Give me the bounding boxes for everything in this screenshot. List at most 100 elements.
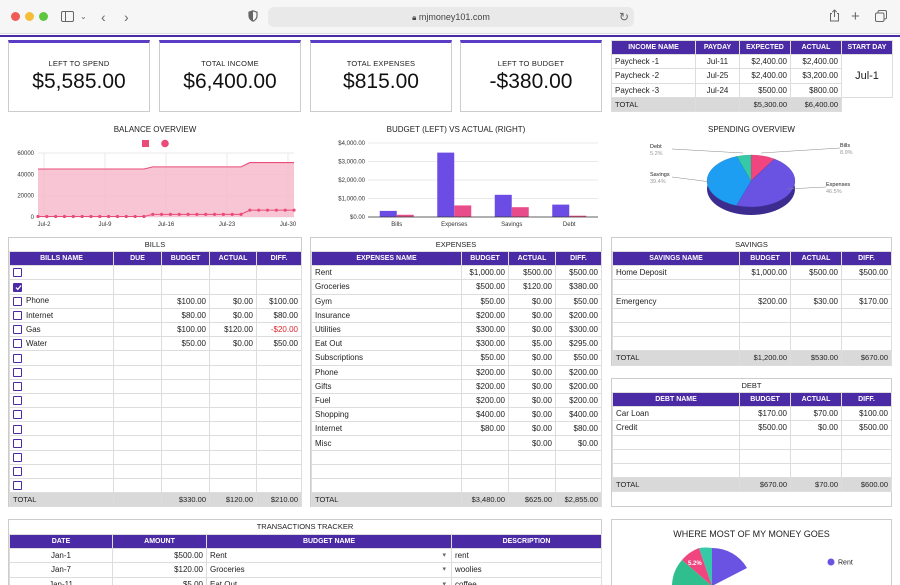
table-cell[interactable]: $200.00 bbox=[555, 307, 602, 323]
table-cell[interactable] bbox=[612, 321, 740, 338]
table-cell[interactable] bbox=[461, 477, 509, 494]
budget-name-dropdown[interactable]: Rent ▾ bbox=[206, 548, 452, 564]
table-cell[interactable]: Jul-25 bbox=[695, 68, 740, 84]
table-cell[interactable]: $295.00 bbox=[555, 336, 602, 352]
table-cell[interactable] bbox=[9, 378, 114, 394]
table-cell[interactable]: Groceries bbox=[311, 279, 462, 295]
table-cell[interactable]: Internet bbox=[9, 307, 114, 323]
table-cell[interactable] bbox=[256, 449, 302, 465]
checkbox[interactable] bbox=[13, 467, 22, 477]
table-cell[interactable]: $80.00 bbox=[256, 307, 302, 323]
table-cell[interactable]: $200.00 bbox=[461, 307, 509, 323]
table-cell[interactable] bbox=[256, 265, 302, 281]
table-cell[interactable] bbox=[508, 449, 556, 465]
table-cell[interactable] bbox=[209, 449, 257, 465]
table-cell[interactable] bbox=[311, 449, 462, 465]
table-cell[interactable] bbox=[113, 407, 162, 423]
table-cell[interactable]: $200.00 bbox=[461, 392, 509, 409]
table-cell[interactable] bbox=[9, 449, 114, 465]
table-cell[interactable]: Rent bbox=[311, 265, 462, 281]
table-cell[interactable]: $380.00 bbox=[555, 279, 602, 295]
table-cell[interactable]: $170.00 bbox=[841, 293, 892, 309]
table-cell[interactable]: $2,400.00 bbox=[739, 68, 791, 84]
table-cell[interactable] bbox=[161, 378, 210, 394]
table-cell[interactable] bbox=[311, 477, 462, 494]
table-cell[interactable] bbox=[739, 462, 791, 479]
table-cell[interactable] bbox=[209, 378, 257, 394]
table-cell[interactable] bbox=[161, 407, 210, 423]
table-cell[interactable] bbox=[256, 378, 302, 394]
table-cell[interactable] bbox=[113, 307, 162, 323]
table-cell[interactable] bbox=[461, 435, 509, 451]
table-cell[interactable] bbox=[161, 364, 210, 380]
table-cell[interactable] bbox=[9, 477, 114, 494]
table-cell[interactable]: Water bbox=[9, 336, 114, 352]
checkbox[interactable] bbox=[13, 268, 22, 278]
table-cell[interactable] bbox=[612, 462, 740, 479]
table-cell[interactable] bbox=[161, 421, 210, 437]
table-cell[interactable] bbox=[612, 336, 740, 352]
dropdown-arrow-icon[interactable]: ▾ bbox=[442, 566, 446, 574]
checkbox[interactable] bbox=[13, 367, 22, 377]
table-cell[interactable]: Paycheck -1 bbox=[611, 54, 696, 70]
table-cell[interactable]: Fuel bbox=[311, 392, 462, 409]
table-cell[interactable]: $30.00 bbox=[790, 293, 842, 309]
table-cell[interactable] bbox=[739, 279, 791, 295]
table-cell[interactable] bbox=[841, 448, 892, 464]
checked-checkbox[interactable] bbox=[13, 282, 22, 292]
table-cell[interactable] bbox=[841, 279, 892, 295]
table-cell[interactable]: Phone bbox=[311, 364, 462, 380]
table-cell[interactable] bbox=[555, 449, 602, 465]
back-icon[interactable]: ‹ bbox=[101, 9, 106, 25]
table-cell[interactable] bbox=[209, 463, 257, 480]
zoom-window-button[interactable] bbox=[39, 12, 48, 21]
chevron-down-icon[interactable]: ⌄ bbox=[80, 12, 87, 21]
table-cell[interactable] bbox=[256, 279, 302, 295]
table-cell[interactable]: Internet bbox=[311, 421, 462, 437]
table-cell[interactable]: $0.00 bbox=[209, 293, 257, 309]
checkbox[interactable] bbox=[13, 424, 22, 434]
table-cell[interactable] bbox=[113, 477, 162, 494]
table-cell[interactable]: $400.00 bbox=[461, 407, 509, 423]
table-cell[interactable] bbox=[209, 265, 257, 281]
table-cell[interactable] bbox=[113, 378, 162, 394]
table-cell[interactable] bbox=[612, 279, 740, 295]
table-cell[interactable]: Home Deposit bbox=[612, 265, 740, 281]
table-cell[interactable] bbox=[256, 364, 302, 380]
table-cell[interactable]: $0.00 bbox=[508, 364, 556, 380]
table-cell[interactable] bbox=[256, 392, 302, 409]
table-cell[interactable] bbox=[113, 265, 162, 281]
table-cell[interactable] bbox=[209, 364, 257, 380]
table-cell[interactable]: $3,200.00 bbox=[790, 68, 842, 84]
table-cell[interactable] bbox=[113, 279, 162, 295]
table-cell[interactable]: Gas bbox=[9, 321, 114, 338]
table-cell[interactable] bbox=[113, 350, 162, 366]
table-cell[interactable]: $500.00 bbox=[461, 279, 509, 295]
table-cell[interactable] bbox=[841, 462, 892, 479]
dropdown-arrow-icon[interactable]: ▾ bbox=[442, 552, 446, 560]
table-cell[interactable]: $200.00 bbox=[555, 364, 602, 380]
checkbox[interactable] bbox=[13, 452, 22, 462]
table-cell[interactable] bbox=[161, 463, 210, 480]
table-cell[interactable]: $100.00 bbox=[161, 321, 210, 338]
table-cell[interactable]: $100.00 bbox=[161, 293, 210, 309]
dropdown-arrow-icon[interactable]: ▾ bbox=[442, 580, 446, 585]
minimize-window-button[interactable] bbox=[25, 12, 34, 21]
new-tab-icon[interactable]: + bbox=[851, 8, 860, 25]
table-cell[interactable] bbox=[739, 336, 791, 352]
table-cell[interactable]: Jan-1 bbox=[9, 548, 113, 564]
table-cell[interactable]: Subscriptions bbox=[311, 350, 462, 366]
table-cell[interactable] bbox=[113, 449, 162, 465]
table-cell[interactable]: rent bbox=[451, 548, 602, 564]
table-cell[interactable]: $100.00 bbox=[841, 406, 892, 422]
table-cell[interactable] bbox=[790, 321, 842, 338]
checkbox[interactable] bbox=[13, 396, 22, 406]
table-cell[interactable] bbox=[790, 462, 842, 479]
table-cell[interactable] bbox=[9, 392, 114, 409]
tab-overview-icon[interactable] bbox=[875, 8, 887, 26]
table-cell[interactable] bbox=[209, 477, 257, 494]
table-cell[interactable] bbox=[739, 434, 791, 450]
table-cell[interactable]: $0.00 bbox=[790, 420, 842, 436]
table-cell[interactable]: Phone bbox=[9, 293, 114, 309]
checkbox[interactable] bbox=[13, 353, 22, 363]
